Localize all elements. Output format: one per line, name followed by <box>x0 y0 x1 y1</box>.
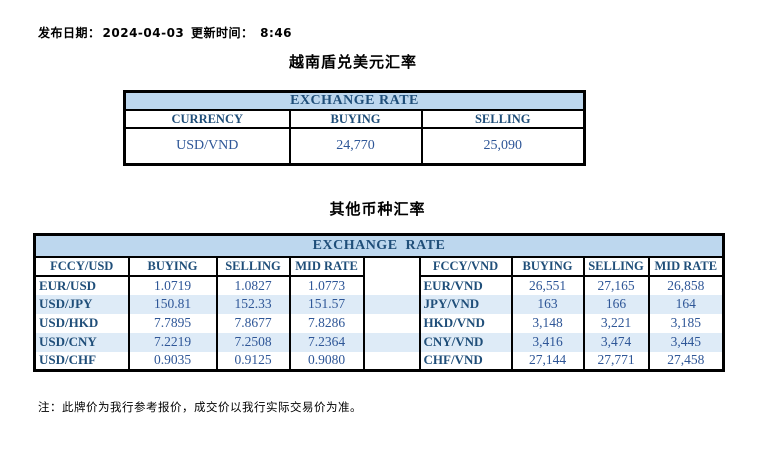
rate-cell: 24,770 <box>288 127 423 165</box>
currency-pair-cell: HKD/VND <box>418 313 513 333</box>
update-time-label: 更新时间： <box>190 26 254 40</box>
rate-cell: 7.2219 <box>127 332 218 352</box>
rate-cell: 27,458 <box>647 351 725 371</box>
rate-cell: 7.8286 <box>288 313 365 333</box>
usd-vnd-row: USD/VND 24,770 25,090 <box>123 127 586 165</box>
currency-pair-cell: EUR/USD <box>33 275 130 295</box>
currency-pair-cell: CNY/VND <box>418 332 513 352</box>
rate-cell: 3,185 <box>647 313 725 333</box>
row-gap-cell <box>362 294 421 314</box>
rate-cell: 3,445 <box>647 332 725 352</box>
table-row: USD/CNY 7.2219 7.2508 7.2364 CNY/VND 3,4… <box>33 332 725 352</box>
rate-cell: 7.2364 <box>288 332 365 352</box>
table-row: USD/HKD 7.7895 7.8677 7.8286 HKD/VND 3,1… <box>33 313 725 333</box>
rate-cell: 7.2508 <box>215 332 291 352</box>
publish-date-value: 2024-04-03 <box>102 26 185 40</box>
rate-cell: 3,148 <box>510 313 585 333</box>
col-midrate-left: MID RATE <box>288 256 365 277</box>
rate-cell: 26,551 <box>510 275 585 295</box>
col-fccy-usd: FCCY/USD <box>33 256 130 277</box>
rate-cell: 150.81 <box>127 294 218 314</box>
usd-table-exchange-rate-header: EXCHANGE RATE <box>123 90 586 111</box>
table-row: EUR/USD 1.0719 1.0827 1.0773 EUR/VND 26,… <box>33 275 725 295</box>
header-gap-cell <box>362 256 421 276</box>
rate-cell: 27,771 <box>582 351 650 371</box>
disclaimer-note: 注：此牌价为我行参考报价，成交价以我行实际交易价为准。 <box>38 400 362 414</box>
usd-vnd-rate-table: EXCHANGE RATE CURRENCY BUYING SELLING US… <box>123 90 586 166</box>
col-buying-right: BUYING <box>510 256 585 277</box>
row-gap-cell <box>362 313 421 333</box>
currency-pair-cell: USD/VND <box>123 127 291 165</box>
rate-cell: 1.0719 <box>127 275 218 295</box>
rate-cell: 1.0773 <box>288 275 365 295</box>
col-fccy-vnd: FCCY/VND <box>418 256 513 277</box>
rate-cell: 26,858 <box>647 275 725 295</box>
rate-cell: 0.9080 <box>288 351 365 371</box>
usd-table-col-currency: CURRENCY <box>123 109 291 129</box>
table-row: USD/CHF 0.9035 0.9125 0.9080 CHF/VND 27,… <box>33 351 725 371</box>
other-table-exchange-rate-header: EXCHANGE RATE <box>33 234 725 258</box>
rate-cell: 25,090 <box>420 127 586 165</box>
rate-cell: 164 <box>647 294 725 314</box>
usd-table-col-selling: SELLING <box>420 109 586 129</box>
rate-cell: 166 <box>582 294 650 314</box>
update-time-value: 8:46 <box>260 26 293 40</box>
currency-pair-cell: USD/JPY <box>33 294 130 314</box>
col-selling-left: SELLING <box>215 256 291 277</box>
publish-date-line: 发布日期： 2024-04-03 更新时间： 8:46 <box>38 24 292 41</box>
currency-pair-cell: USD/CHF <box>33 351 130 371</box>
usd-table-title: 越南盾兑美元汇率 <box>288 53 417 71</box>
rate-cell: 3,474 <box>582 332 650 352</box>
rate-cell: 7.7895 <box>127 313 218 333</box>
rate-cell: 3,416 <box>510 332 585 352</box>
rate-cell: 7.8677 <box>215 313 291 333</box>
currency-pair-cell: USD/CNY <box>33 332 130 352</box>
rate-cell: 0.9035 <box>127 351 218 371</box>
rate-cell: 151.57 <box>288 294 365 314</box>
currency-pair-cell: USD/HKD <box>33 313 130 333</box>
currency-pair-cell: EUR/VND <box>418 275 513 295</box>
rate-cell: 1.0827 <box>215 275 291 295</box>
other-table-title: 其他币种汇率 <box>329 200 426 218</box>
rate-cell: 27,144 <box>510 351 585 371</box>
row-gap-cell <box>362 351 421 371</box>
usd-table-col-buying: BUYING <box>288 109 423 129</box>
table-row: USD/JPY 150.81 152.33 151.57 JPY/VND 163… <box>33 294 725 314</box>
currency-pair-cell: CHF/VND <box>418 351 513 371</box>
rate-cell: 0.9125 <box>215 351 291 371</box>
publish-date-label: 发布日期： <box>38 26 101 40</box>
col-selling-right: SELLING <box>582 256 650 277</box>
rate-cell: 3,221 <box>582 313 650 333</box>
rate-cell: 27,165 <box>582 275 650 295</box>
currency-pair-cell: JPY/VND <box>418 294 513 314</box>
col-buying-left: BUYING <box>127 256 218 277</box>
other-currencies-rate-table: EXCHANGE RATE FCCY/USD BUYING SELLING MI… <box>33 233 726 372</box>
row-gap-cell <box>362 332 421 352</box>
rate-cell: 152.33 <box>215 294 291 314</box>
col-midrate-right: MID RATE <box>647 256 725 277</box>
row-gap-cell <box>362 275 421 295</box>
rate-cell: 163 <box>510 294 585 314</box>
